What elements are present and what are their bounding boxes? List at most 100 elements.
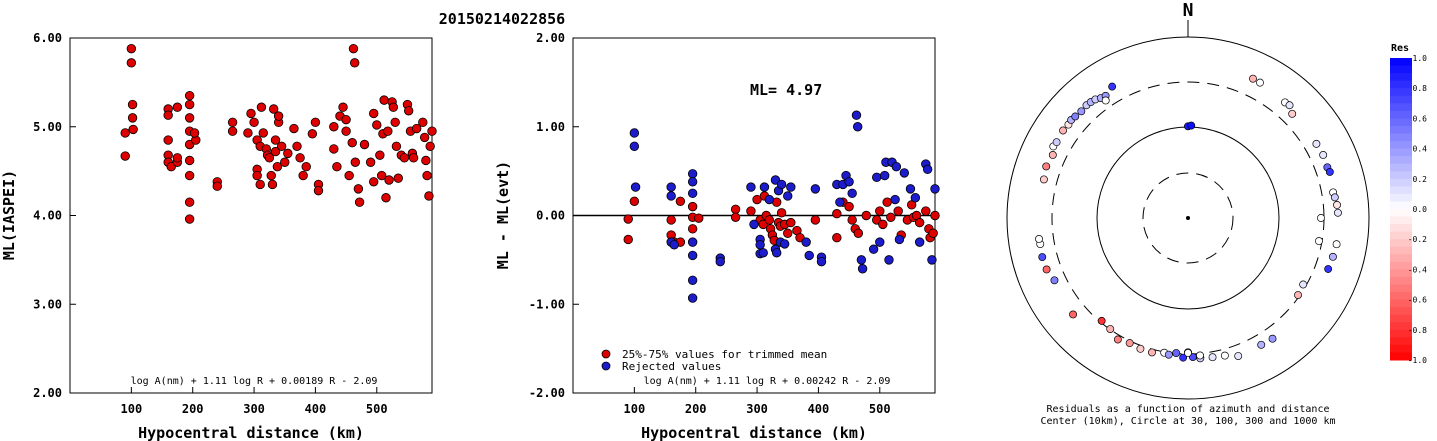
station-residual-point bbox=[1050, 276, 1059, 285]
residual-data-point bbox=[623, 234, 633, 245]
station-residual-point bbox=[1333, 201, 1341, 209]
ml-data-point bbox=[341, 114, 351, 125]
residual-data-point bbox=[687, 275, 698, 285]
residual-data-point bbox=[715, 256, 725, 267]
residual-data-point bbox=[914, 217, 925, 228]
station-residual-point bbox=[1330, 193, 1339, 202]
residual-data-point bbox=[851, 110, 862, 120]
station-residual-point bbox=[1294, 291, 1302, 299]
residual-data-point bbox=[759, 182, 770, 192]
station-residual-point bbox=[1059, 126, 1068, 135]
ml-data-point bbox=[264, 153, 275, 163]
residual-data-point bbox=[835, 197, 845, 207]
station-residual-point bbox=[1324, 265, 1333, 273]
residual-data-point bbox=[746, 206, 756, 216]
residual-data-point bbox=[884, 255, 894, 265]
ml-data-point bbox=[298, 170, 308, 181]
ml-data-point bbox=[369, 177, 379, 187]
residual-data-point bbox=[856, 255, 867, 265]
residual-x-tick-label: 200 bbox=[685, 402, 707, 416]
ml-data-point bbox=[120, 151, 130, 161]
residual-data-point bbox=[844, 177, 854, 187]
residual-data-point bbox=[878, 219, 888, 230]
residual-data-point bbox=[875, 237, 885, 247]
ml-data-point bbox=[266, 170, 276, 181]
ml-data-point bbox=[127, 99, 138, 110]
ml-data-point bbox=[408, 153, 419, 163]
residual-data-point bbox=[764, 215, 775, 225]
ml-data-point bbox=[295, 153, 305, 163]
ml-data-point bbox=[126, 58, 137, 68]
ml-data-point bbox=[411, 123, 422, 134]
colorbar-tick-label: 0.0 bbox=[1413, 205, 1428, 214]
colorbar-step bbox=[1390, 133, 1412, 142]
station-residual-point bbox=[1042, 265, 1051, 274]
colorbar-step bbox=[1390, 284, 1412, 293]
station-residual-point bbox=[1256, 78, 1264, 87]
residual-x-axis-label: Hypocentral distance (km) bbox=[641, 424, 867, 441]
ml-y-axis-label: ML(IASPEI) bbox=[0, 170, 18, 260]
station-residual-point bbox=[1106, 325, 1115, 334]
residual-data-point bbox=[764, 194, 775, 205]
ml-x-tick-label: 300 bbox=[243, 402, 265, 416]
ml-data-point bbox=[270, 135, 281, 145]
colorbar-step bbox=[1390, 118, 1412, 127]
residual-data-point bbox=[694, 213, 704, 223]
residual-y-tick-label: 1.00 bbox=[536, 120, 565, 134]
colorbar-step bbox=[1390, 239, 1412, 248]
station-residual-point bbox=[1125, 339, 1134, 348]
ml-data-point bbox=[120, 128, 130, 138]
ml-iaspei-panel: 100 200 300 400 500 2.00 3.00 4.00 5.00 6.00 Hypo… bbox=[0, 31, 437, 441]
ml-data-point bbox=[393, 173, 403, 183]
station-residual-point bbox=[1249, 74, 1257, 83]
colorbar-tick-label: 0.8 bbox=[1413, 84, 1428, 93]
residual-y-tick-label: 0.00 bbox=[536, 209, 565, 223]
colorbar-step bbox=[1390, 246, 1412, 255]
station-residual-point bbox=[1312, 139, 1321, 148]
residual-formula: log A(nm) + 1.11 log R + 0.00242 R - 2.0… bbox=[644, 376, 891, 387]
ml-data-point bbox=[369, 108, 379, 119]
ml-data-point bbox=[243, 128, 253, 138]
station-residual-point bbox=[1257, 340, 1266, 349]
ml-data-point bbox=[189, 128, 200, 138]
legend-marker-trimmed bbox=[601, 349, 611, 359]
ml-data-point bbox=[353, 184, 364, 194]
azimuth-residual-panel: N Residuals as a function of azimuth and… bbox=[1006, 0, 1370, 427]
colorbar-tick-label: 0.6 bbox=[1413, 114, 1428, 123]
ml-data-point bbox=[184, 155, 195, 166]
ml-data-point bbox=[307, 129, 318, 139]
station-residual-point bbox=[1097, 316, 1106, 325]
range-circle-1000km bbox=[1006, 36, 1370, 400]
ml-data-point bbox=[390, 117, 400, 128]
ml-plot-frame bbox=[69, 37, 433, 394]
residual-data-point bbox=[758, 248, 768, 258]
colorbar-tick-label: 1.0 bbox=[1413, 54, 1428, 63]
residual-data-point bbox=[687, 188, 698, 199]
colorbar-step bbox=[1390, 110, 1412, 119]
residual-data-point bbox=[666, 182, 676, 192]
ml-x-tick-label: 100 bbox=[121, 402, 143, 416]
residual-y-tick-label: -1.00 bbox=[529, 297, 565, 311]
ml-data-point bbox=[313, 185, 324, 196]
ml-data-point bbox=[172, 102, 183, 112]
colorbar-step bbox=[1390, 171, 1412, 180]
residual-colorbar: Res 1.0 0.8 0.6 0.4 0.2 0.0 -0.2 -0.4 -0.6 -0.8 -1… bbox=[1390, 43, 1427, 365]
station-residual-point bbox=[1187, 121, 1196, 130]
residual-data-point bbox=[886, 212, 896, 222]
ml-data-point bbox=[348, 43, 359, 54]
ml-data-point bbox=[270, 146, 281, 157]
figure-title: 20150214022856 bbox=[439, 10, 565, 28]
station-residual-point bbox=[1315, 237, 1323, 246]
residual-data-point bbox=[861, 210, 871, 221]
station-residual-point bbox=[1035, 234, 1043, 243]
residual-data-point bbox=[894, 234, 905, 245]
ml-data-point bbox=[212, 181, 222, 191]
ml-data-point bbox=[425, 141, 435, 151]
station-residual-point bbox=[1048, 151, 1057, 159]
ml-x-tick-label: 200 bbox=[182, 402, 204, 416]
colorbar-step bbox=[1390, 352, 1412, 361]
colorbar-tick-label: -0.4 bbox=[1408, 265, 1427, 274]
north-label: N bbox=[1183, 0, 1194, 21]
range-circle-30km bbox=[1142, 172, 1234, 264]
colorbar-step bbox=[1390, 344, 1412, 353]
